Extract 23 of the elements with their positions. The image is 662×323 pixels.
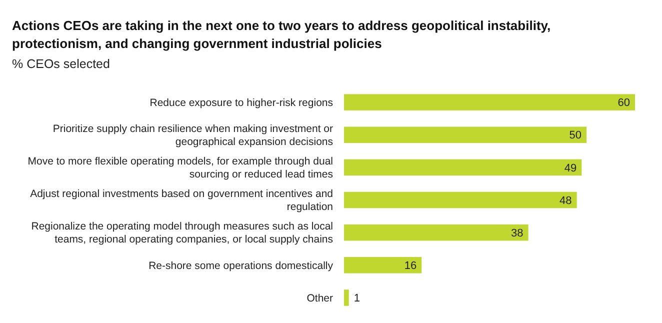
chart-title: Actions CEOs are taking in the next one to two years to address geopolitical instability, protectionism, and changing government industrial policies [12, 18, 551, 51]
y-tick-label: Regionalize the operating model through measures such as local teams, regional operating companies, or local supply chains [31, 220, 333, 246]
bar [344, 192, 577, 208]
bar [344, 257, 422, 274]
data-label: 48 [560, 194, 572, 207]
y-tick-label: Reduce exposure to higher-risk regions [150, 96, 333, 109]
bar [344, 159, 582, 176]
bar [344, 224, 528, 241]
y-tick-label: Re-shore some operations domestically [148, 260, 334, 272]
data-label: 1 [354, 292, 360, 305]
data-label: 50 [569, 130, 582, 142]
bar [344, 126, 586, 143]
y-tick-label: Move to more flexible operating models, for example through dual sourcing or reduced lead times [28, 156, 333, 181]
text: % CEOs selected [12, 57, 110, 71]
y-tick-label: Adjust regional investments based on government incentives and regulation [30, 188, 334, 214]
bar [344, 290, 349, 306]
y-tick-label: Other [306, 292, 334, 304]
data-label: 16 [404, 260, 417, 272]
data-label: 38 [511, 227, 524, 240]
data-label: 49 [564, 162, 577, 174]
data-label: 60 [618, 97, 630, 110]
bar [344, 94, 635, 110]
y-tick-label: Prioritize supply chain resilience when making investment or geographical expansion decisions [52, 123, 334, 148]
